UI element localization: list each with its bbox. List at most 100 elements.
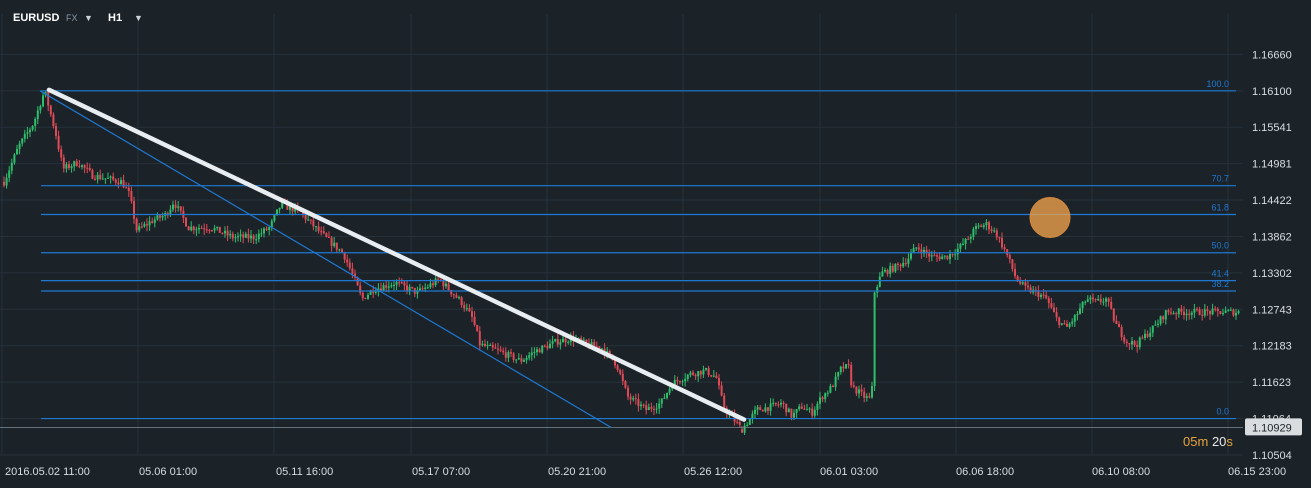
symbol-label[interactable]: EURUSD — [13, 12, 60, 24]
fib-level-label: 41.4 — [1211, 269, 1229, 279]
candle-body — [172, 204, 174, 210]
candle-body — [1172, 313, 1175, 315]
candle-body — [382, 285, 385, 291]
candle-body — [1149, 332, 1152, 337]
candle-body — [185, 217, 187, 227]
candle-body — [406, 285, 408, 291]
candle-body — [1224, 310, 1227, 313]
candle-body — [247, 233, 250, 239]
candle-body — [619, 369, 622, 374]
candle-body — [847, 364, 850, 366]
caret-down-icon[interactable]: ▼ — [134, 13, 143, 23]
candle-body — [387, 286, 390, 288]
timeframe-label[interactable]: H1 — [108, 12, 123, 24]
candle-body — [5, 177, 8, 186]
candle-body — [1068, 323, 1071, 327]
candle-body — [621, 373, 624, 382]
candle-body — [1125, 341, 1128, 343]
candle-body — [523, 359, 525, 362]
candle-body — [878, 276, 881, 287]
candle-body — [351, 268, 354, 274]
candle-body — [348, 262, 351, 269]
fib-level-label: 50.0 — [1211, 241, 1229, 251]
candle-body — [884, 269, 886, 272]
candle-body — [250, 235, 252, 239]
candle-body — [821, 397, 824, 400]
candle-body — [83, 165, 86, 168]
y-tick-label: 1.14422 — [1252, 195, 1292, 207]
candle-body — [1138, 337, 1141, 347]
candle-body — [741, 429, 743, 433]
candle-body — [850, 364, 853, 386]
candle-body — [94, 178, 96, 180]
candle-body — [951, 254, 954, 256]
candle-body — [208, 229, 211, 231]
candle-body — [881, 271, 884, 277]
candle-body — [1014, 268, 1016, 277]
candle-body — [1209, 311, 1211, 315]
candle-body — [1229, 309, 1232, 311]
candle-body — [445, 283, 447, 287]
countdown-minute-unit: m — [1197, 434, 1209, 449]
candle-body — [31, 125, 34, 130]
candle-body — [211, 230, 213, 232]
candle-body — [998, 237, 1001, 239]
fib-level-label: 100.0 — [1206, 79, 1229, 89]
candle-body — [1045, 295, 1048, 299]
candle-body — [1131, 341, 1133, 345]
candle-body — [790, 408, 793, 418]
candle-body — [1099, 299, 1102, 302]
candle-body — [429, 283, 432, 288]
candle-body — [699, 371, 702, 375]
candle-body — [1177, 308, 1180, 315]
candle-body — [1128, 342, 1131, 345]
candle-body — [754, 409, 756, 414]
candle-body — [889, 265, 892, 274]
candle-body — [497, 348, 499, 350]
candle-body — [585, 339, 588, 344]
candle-body — [686, 374, 689, 379]
candle-body — [985, 222, 988, 226]
candle-body — [8, 170, 11, 178]
candle-body — [806, 409, 808, 411]
candle-body — [774, 402, 777, 405]
candle-body — [1084, 301, 1087, 303]
candle-body — [120, 180, 122, 185]
y-tick-label: 1.13302 — [1252, 268, 1292, 280]
candle-body — [1232, 309, 1235, 316]
x-tick-label: 06.15 23:00 — [1228, 466, 1286, 478]
candle-body — [424, 287, 427, 289]
candle-body — [432, 283, 434, 286]
candle-body — [341, 249, 343, 253]
candle-body — [478, 331, 481, 346]
candle-body — [1006, 249, 1009, 255]
candle-body — [156, 215, 159, 220]
candle-body — [224, 230, 226, 234]
candle-body — [559, 342, 562, 345]
candle-body — [1071, 321, 1074, 324]
candle-body — [720, 385, 723, 396]
candle-body — [307, 219, 310, 221]
candle-body — [507, 352, 510, 358]
candle-body — [891, 265, 894, 272]
candle-body — [29, 129, 31, 133]
candle-body — [411, 286, 414, 288]
caret-down-icon[interactable]: ▼ — [84, 13, 93, 23]
candle-body — [637, 399, 640, 407]
candle-body — [1076, 313, 1079, 316]
candle-body — [1216, 308, 1219, 312]
candle-body — [151, 221, 154, 223]
candle-body — [632, 398, 635, 400]
candle-body — [640, 404, 642, 407]
candle-body — [1058, 317, 1061, 325]
candle-body — [1115, 320, 1118, 324]
candle-body — [907, 258, 910, 264]
candle-body — [528, 355, 531, 358]
candle-body — [393, 284, 395, 286]
candle-body — [263, 228, 265, 234]
market-label[interactable]: FX — [66, 13, 78, 23]
candle-body — [510, 352, 512, 354]
candle-body — [1102, 301, 1105, 303]
